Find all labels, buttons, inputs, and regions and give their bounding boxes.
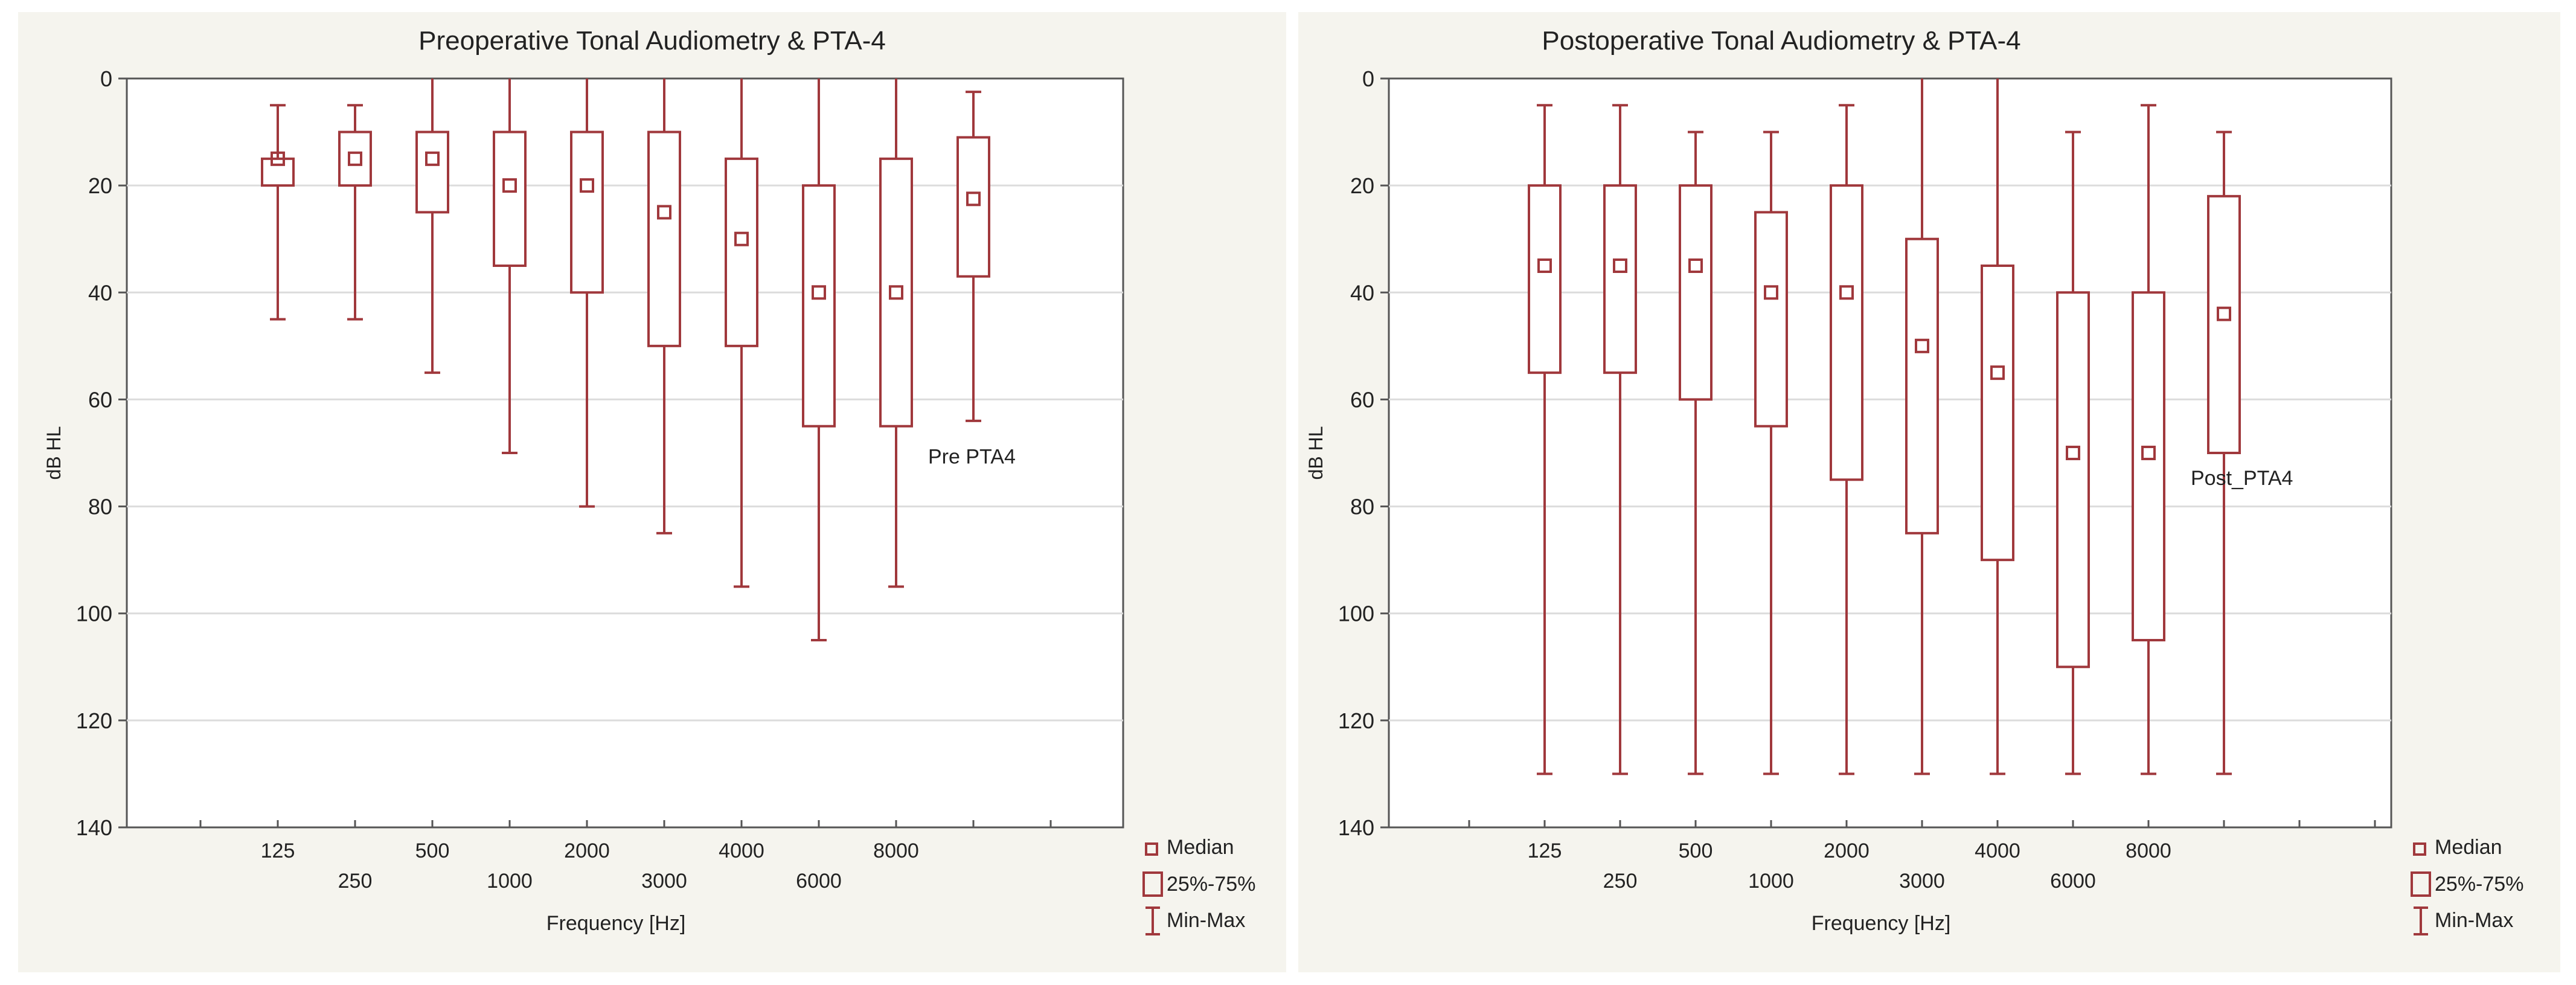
chart-1-iqr-box (879, 157, 913, 428)
chart-2-y-tick-label: 60 (1350, 387, 1374, 412)
chart-2-median-marker (2217, 306, 2231, 321)
chart-1-legend-median-label: Median (1167, 836, 1234, 859)
chart-1-median-marker (734, 231, 749, 246)
chart-2-y-tick-label: 100 (1338, 602, 1374, 626)
chart-1-x-tick-label: 1000 (487, 870, 533, 893)
chart-2-iqr-box (2056, 291, 2090, 669)
chart-2-y-tick-label: 80 (1350, 495, 1374, 519)
chart-2-x-tick-label: 500 (1679, 839, 1713, 862)
chart-2-legend-iqr-icon (2411, 871, 2431, 897)
chart-1-y-tick-label: 60 (88, 387, 112, 412)
chart-2-x-tick-label: 8000 (2126, 839, 2171, 862)
chart-1-x-tick-label: Pre PTA4 (928, 446, 1016, 469)
chart-1-x-tick-label: 125 (261, 839, 295, 862)
chart-1-x-tick-label: 500 (415, 839, 450, 862)
chart-2-median-marker (1688, 258, 1703, 273)
chart-2-legend-range-label: Min-Max (2435, 909, 2513, 932)
chart-2-x-tick-label: 3000 (1899, 870, 1945, 893)
chart-1-y-tick-label: 100 (76, 602, 112, 626)
chart-1-y-tick-label: 120 (76, 708, 112, 733)
chart-1-median-marker (812, 285, 826, 300)
chart-1-y-tick-label: 140 (76, 815, 112, 840)
chart-1-iqr-box (647, 130, 681, 347)
chart-2-y-axis-label: dB HL (1305, 426, 1327, 480)
chart-1-median-marker (966, 191, 981, 207)
chart-2-median-marker (2066, 446, 2080, 460)
chart-2-x-axis-label: Frequency [Hz] (1812, 912, 1951, 935)
chart-2-x-tick-label: 6000 (2050, 870, 2096, 893)
chart-1-x-axis-label: Frequency [Hz] (546, 912, 686, 935)
chart-1-median-marker (271, 151, 285, 166)
chart-2-median-marker (1990, 365, 2005, 380)
chart-1-median-marker (425, 151, 440, 166)
chart-2-x-tick-label: 2000 (1824, 839, 1870, 862)
chart-1-x-tick-label: 3000 (641, 870, 687, 893)
chart-1-y-tick-label: 40 (88, 280, 112, 305)
chart-1-x-tick-label: 4000 (719, 839, 764, 862)
chart-1-y-tick-label: 20 (88, 173, 112, 198)
chart-2-median-marker (1915, 338, 1929, 353)
chart-2-iqr-box (1528, 184, 1562, 374)
chart-2-iqr-box (1981, 265, 2014, 562)
chart-2-x-tick-label: Post_PTA4 (2191, 467, 2293, 490)
chart-1-y-axis-label: dB HL (43, 426, 65, 480)
chart-1-iqr-box (725, 157, 758, 347)
chart-2-iqr-box (2132, 291, 2165, 641)
chart-2-legend-median-label: Median (2435, 836, 2502, 859)
chart-1-x-tick-label: 8000 (873, 839, 919, 862)
chart-2-legend-iqr-label: 25%-75% (2435, 873, 2523, 896)
chart-2-median-marker (1613, 258, 1627, 273)
chart-1-legend-range-label: Min-Max (1167, 909, 1245, 932)
chart-1-legend-iqr-label: 25%-75% (1167, 873, 1255, 896)
chart-2-median-marker (1537, 258, 1552, 273)
chart-2-y-tick-label: 120 (1338, 708, 1374, 733)
chart-1-title: Preoperative Tonal Audiometry & PTA-4 (418, 26, 886, 56)
chart-2-x-tick-label: 250 (1603, 870, 1638, 893)
chart-2-iqr-box (1754, 211, 1788, 428)
chart-2-iqr-box (1830, 184, 1863, 481)
chart-2-iqr-box (1905, 237, 1939, 534)
chart-1-iqr-box (570, 130, 604, 294)
chart-2-y-tick-label: 0 (1362, 66, 1374, 91)
chart-1-median-marker (348, 151, 362, 166)
chart-1-iqr-box (415, 130, 449, 214)
chart-1-median-marker (889, 285, 903, 300)
chart-2-x-tick-label: 125 (1528, 839, 1562, 862)
chart-2-group: Postoperative Tonal Audiometry & PTA-4 0 2… (1298, 12, 2560, 972)
chart-2-y-tick-label: 40 (1350, 280, 1374, 305)
chart-2-median-marker (1839, 285, 1854, 300)
chart-2-x-tick-label: 4000 (1975, 839, 2020, 862)
chart-1-iqr-box (261, 157, 295, 187)
chart-1-legend-median-icon (1145, 842, 1158, 856)
chart-1-iqr-box (802, 184, 836, 428)
chart-1-x-tick-label: 6000 (796, 870, 842, 893)
chart-2-y-tick-label: 140 (1338, 815, 1374, 840)
chart-1-iqr-box (493, 130, 527, 267)
chart-2-iqr-box (1679, 184, 1713, 401)
chart-1-y-tick-label: 0 (100, 66, 112, 91)
chart-1-y-tick-label: 80 (88, 495, 112, 519)
chart-1-median-marker (580, 178, 594, 193)
chart-2-x-tick-label: 1000 (1748, 870, 1794, 893)
chart-2-median-marker (1764, 285, 1778, 300)
chart-1-iqr-box (338, 130, 372, 187)
chart-2-y-tick-label: 20 (1350, 173, 1374, 198)
chart-1-x-tick-label: 2000 (564, 839, 610, 862)
chart-2-iqr-box (2207, 194, 2241, 454)
chart-2-median-marker (2141, 446, 2156, 460)
chart-1-median-marker (502, 178, 517, 193)
chart-1-median-marker (657, 205, 671, 220)
chart-2-iqr-box (1603, 184, 1637, 374)
chart-2-legend-median-icon (2413, 842, 2426, 856)
chart-1-legend-iqr-icon (1142, 871, 1163, 897)
chart-1-group: Preoperative Tonal Audiometry & PTA-4 0 20… (18, 12, 1286, 972)
chart-1-iqr-box (956, 136, 990, 278)
chart-2-title: Postoperative Tonal Audiometry & PTA-4 (1542, 26, 2020, 56)
chart-1-x-tick-label: 250 (338, 870, 373, 893)
